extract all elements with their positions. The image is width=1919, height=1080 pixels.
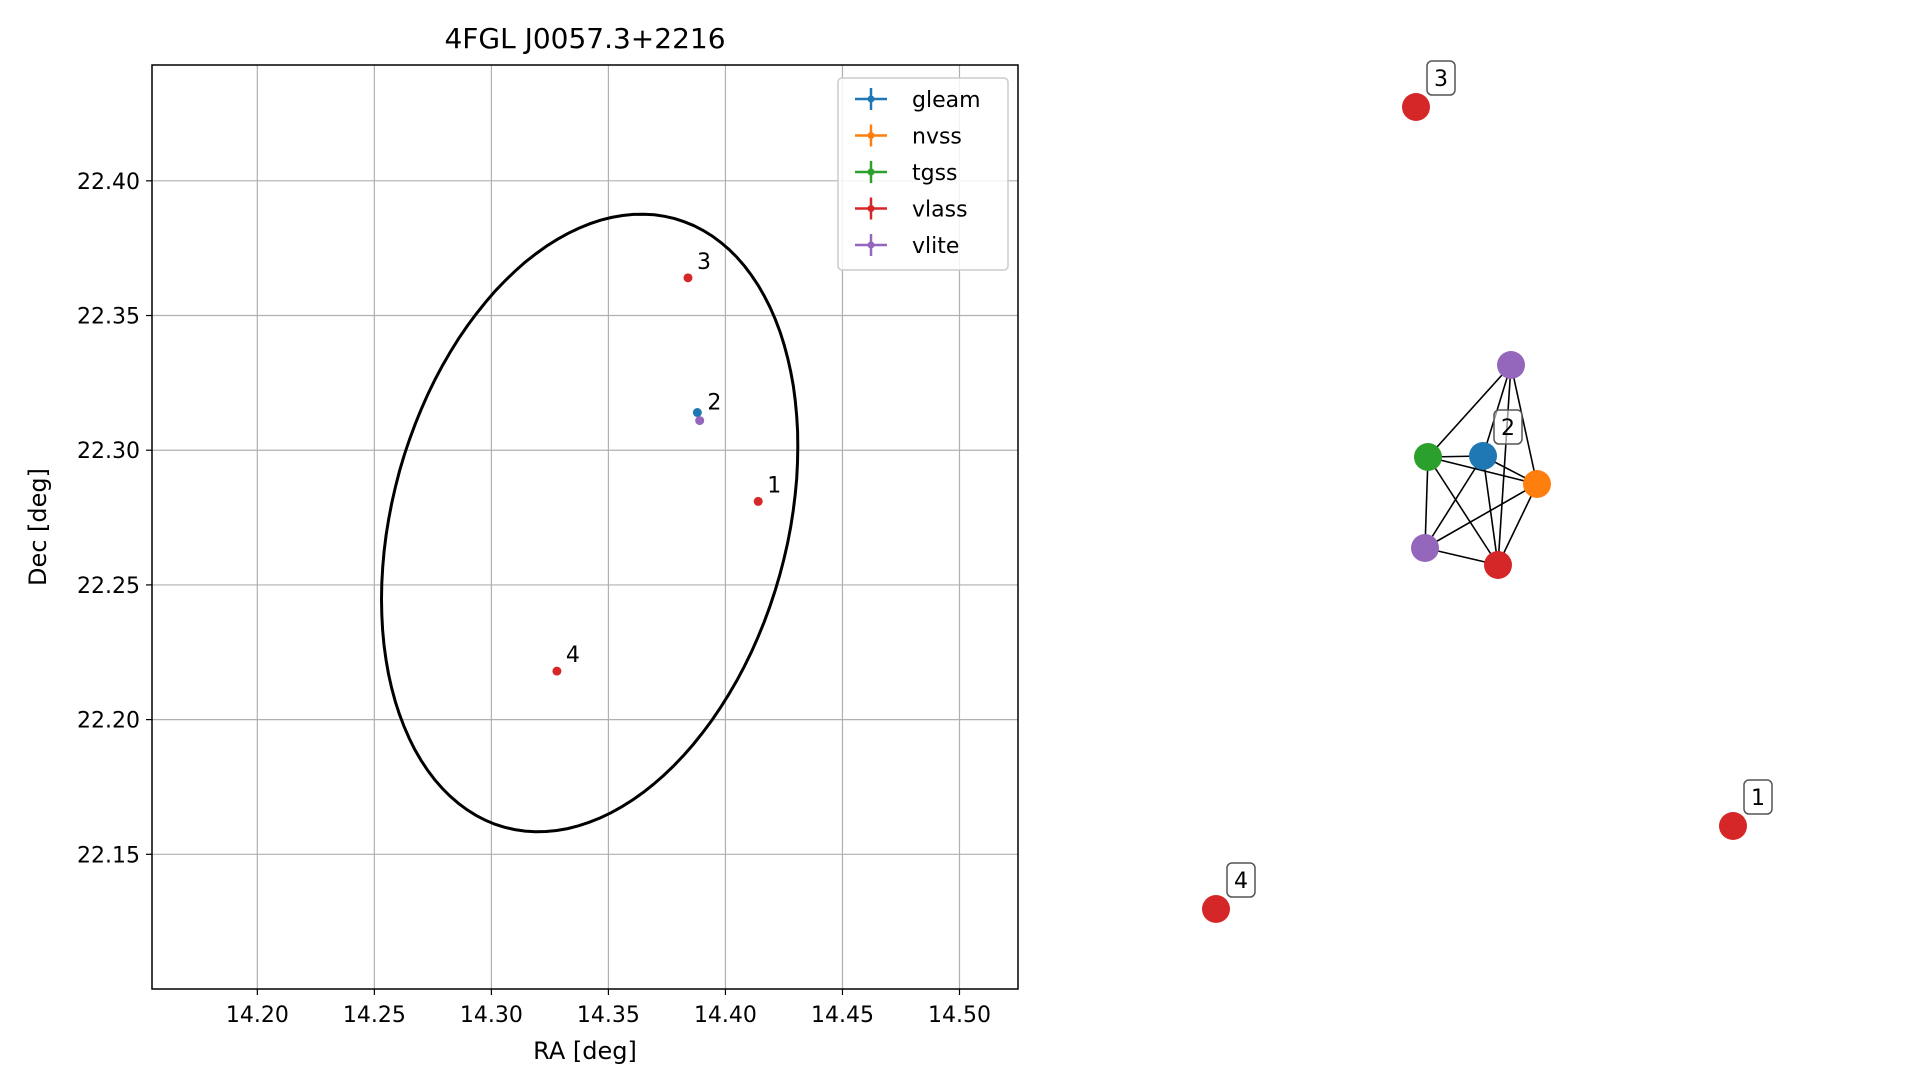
x-tick-label: 14.30 bbox=[460, 1003, 523, 1028]
vlass-point bbox=[753, 496, 763, 506]
chart-title: 4FGL J0057.3+2216 bbox=[444, 22, 725, 55]
legend-entry-tgss: tgss bbox=[855, 161, 958, 186]
x-tick-label: 14.50 bbox=[928, 1003, 991, 1028]
graph-node-vlite_b bbox=[1411, 534, 1439, 562]
node-label-box bbox=[1426, 60, 1456, 96]
graph-node-vlite_a bbox=[1497, 351, 1525, 379]
legend-marker bbox=[867, 95, 875, 103]
source-points: 3 1 4 2 bbox=[552, 250, 781, 676]
graph-node-v3 bbox=[1402, 93, 1430, 121]
graph-edge bbox=[1427, 456, 1499, 566]
y-axis-label: Dec [deg] bbox=[24, 468, 52, 586]
graph-edge bbox=[1424, 455, 1484, 549]
node-label: 3 bbox=[1434, 67, 1448, 92]
graph-edge bbox=[1427, 456, 1538, 485]
sky-scatter-chart: 4FGL J0057.3+2216 14.20 14.25 14.30 14.35 14… bbox=[24, 22, 1019, 1065]
legend-marker bbox=[867, 241, 875, 249]
graph-edge bbox=[1427, 364, 1512, 458]
point-label: 4 bbox=[566, 643, 580, 668]
y-tick-label: 22.15 bbox=[77, 843, 140, 868]
point-label: 1 bbox=[767, 473, 781, 498]
node-label-box bbox=[1226, 862, 1256, 898]
graph-edge bbox=[1497, 364, 1512, 566]
legend-label: vlass bbox=[912, 198, 968, 223]
graph-nodes: 3 2 4 1 bbox=[1202, 60, 1773, 923]
legend-label: tgss bbox=[912, 161, 958, 186]
node-label-box bbox=[1493, 409, 1523, 445]
x-tick-label: 14.45 bbox=[811, 1003, 874, 1028]
graph-node-vlass2 bbox=[1484, 551, 1512, 579]
point-label: 3 bbox=[697, 250, 711, 275]
error-ellipse bbox=[379, 212, 800, 834]
graph-edge bbox=[1510, 364, 1538, 485]
point-label: 2 bbox=[707, 391, 721, 416]
y-tick-label: 22.35 bbox=[77, 305, 140, 330]
graph-edges bbox=[1424, 364, 1538, 566]
legend-label: nvss bbox=[912, 125, 962, 150]
legend-entry-vlite: vlite bbox=[855, 234, 959, 259]
graph-edge bbox=[1424, 456, 1429, 549]
legend-label: gleam bbox=[912, 88, 981, 113]
x-tick-label: 14.40 bbox=[694, 1003, 757, 1028]
plot-area-frame bbox=[151, 64, 1019, 990]
legend-frame bbox=[837, 77, 1009, 271]
graph-edge bbox=[1424, 483, 1538, 549]
node-label-box bbox=[1743, 779, 1773, 815]
graph-node-gleam bbox=[1469, 442, 1497, 470]
y-tick-label: 22.25 bbox=[77, 574, 140, 599]
graph-edge bbox=[1497, 483, 1538, 566]
legend: gleam nvss tgss vlass vlite bbox=[837, 77, 1009, 271]
x-tick-label: 14.25 bbox=[343, 1003, 406, 1028]
graph-node-v1 bbox=[1719, 812, 1747, 840]
graph-node-v4 bbox=[1202, 895, 1230, 923]
legend-entry-nvss: nvss bbox=[855, 124, 962, 150]
node-label: 2 bbox=[1501, 416, 1515, 441]
x-axis-label: RA [deg] bbox=[533, 1037, 637, 1065]
y-tick-label: 22.40 bbox=[77, 170, 140, 195]
legend-entry-gleam: gleam bbox=[855, 88, 981, 113]
y-tick-label: 22.20 bbox=[77, 709, 140, 734]
graph-node-tgss bbox=[1414, 443, 1442, 471]
legend-label: vlite bbox=[912, 234, 959, 259]
legend-marker bbox=[867, 132, 875, 139]
vlass-point bbox=[683, 273, 693, 283]
legend-entry-vlass: vlass bbox=[855, 197, 968, 223]
legend-marker bbox=[867, 205, 875, 212]
vlass-point bbox=[552, 666, 562, 676]
axis-ticks: 14.20 14.25 14.30 14.35 14.40 14.45 14.50 22.15… bbox=[77, 170, 991, 1028]
y-tick-label: 22.30 bbox=[77, 439, 140, 464]
node-label: 4 bbox=[1234, 869, 1248, 894]
x-tick-label: 14.35 bbox=[577, 1003, 640, 1028]
association-graph: 3 2 4 1 bbox=[1202, 60, 1773, 923]
gleam-point bbox=[692, 408, 702, 418]
vlite-point bbox=[695, 416, 705, 426]
x-tick-label: 14.20 bbox=[226, 1003, 289, 1028]
graph-node-nvss bbox=[1523, 470, 1551, 498]
legend-marker bbox=[867, 168, 875, 176]
node-label: 1 bbox=[1751, 786, 1765, 811]
